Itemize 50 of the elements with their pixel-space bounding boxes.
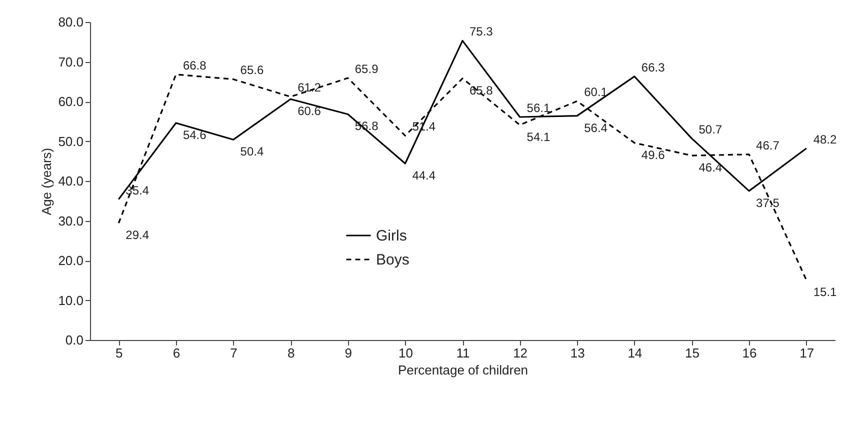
data-label: 29.4 (126, 228, 150, 242)
data-label: 50.7 (698, 122, 722, 136)
x-axis-title: Percentage of children (398, 362, 528, 378)
y-tick-label: 20.0 (58, 253, 84, 268)
data-label: 65.8 (470, 83, 494, 98)
data-label: 61.2 (298, 80, 322, 95)
x-tick-label: 12 (513, 346, 528, 360)
x-tick-label: 14 (628, 346, 642, 360)
data-label: 44.4 (412, 168, 436, 183)
data-label: 15.1 (813, 284, 838, 299)
data-label: 65.9 (354, 62, 379, 76)
y-tick-label: 40.0 (58, 174, 84, 188)
y-tick-label: 0.0 (65, 332, 84, 348)
x-tick-label: 11 (456, 346, 470, 360)
y-tick-label: 50.0 (58, 134, 84, 149)
x-tick-label: 13 (570, 346, 585, 360)
y-tick-label: 80.0 (58, 14, 84, 30)
y-tick-label: 70.0 (58, 54, 84, 70)
y-tick-label: 60.0 (58, 94, 84, 109)
legend-label: Girls (376, 228, 407, 244)
data-label: 66.3 (641, 60, 666, 74)
x-tick-label: 7 (230, 346, 238, 360)
data-label: 60.1 (584, 85, 608, 100)
data-label: 75.3 (470, 24, 494, 39)
data-label: 37.5 (756, 196, 780, 210)
data-label: 54.1 (526, 130, 550, 144)
y-axis-title: Age (years) (39, 148, 54, 216)
data-label: 56.1 (526, 101, 550, 116)
y-tick-label: 10.0 (58, 292, 84, 308)
x-tick-label: 15 (684, 346, 700, 360)
x-tick-label: 5 (116, 346, 123, 360)
legend-label: Boys (376, 252, 410, 268)
data-label: 35.4 (126, 183, 150, 198)
x-tick-label: 9 (344, 346, 352, 360)
data-label: 50.4 (240, 144, 264, 159)
data-label: 60.6 (298, 104, 322, 118)
x-tick-label: 16 (742, 346, 757, 360)
data-label: 56.4 (584, 120, 608, 135)
data-label: 65.6 (240, 63, 264, 78)
data-label: 49.6 (641, 148, 666, 162)
x-tick-label: 17 (800, 346, 814, 360)
x-tick-label: 6 (172, 346, 180, 360)
x-tick-label: 10 (398, 346, 413, 360)
data-label: 48.2 (813, 132, 838, 146)
data-label: 46.7 (756, 138, 780, 152)
y-tick-label: 30.0 (58, 213, 84, 228)
x-tick-label: 8 (287, 346, 295, 360)
data-label: 66.8 (182, 58, 207, 72)
data-label: 46.4 (698, 160, 722, 175)
data-label: 54.6 (182, 128, 207, 142)
